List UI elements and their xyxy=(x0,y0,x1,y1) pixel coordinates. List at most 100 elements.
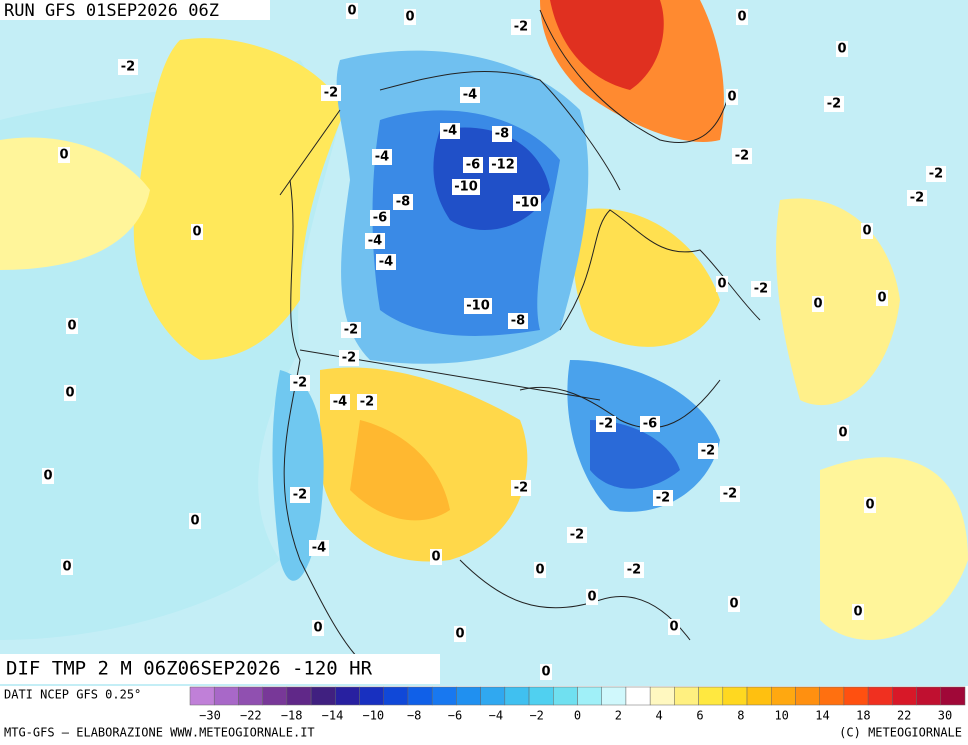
colorbar-label: −18 xyxy=(281,709,303,723)
colorbar-label: 30 xyxy=(938,709,952,723)
label-box xyxy=(736,9,748,25)
label-box xyxy=(640,416,660,432)
contour-label: 0 xyxy=(347,4,356,19)
contour-label: -2 xyxy=(929,167,943,182)
label-box xyxy=(452,179,480,195)
contour-label: -2 xyxy=(599,417,613,432)
colorbar-swatch xyxy=(431,686,457,706)
colorbar-swatch xyxy=(553,686,578,706)
label-box xyxy=(66,318,78,334)
label-box xyxy=(824,96,844,112)
contour-label: 0 xyxy=(862,224,871,239)
contour-label: -10 xyxy=(454,180,478,195)
colorbar-swatch xyxy=(771,686,796,706)
colorbar-swatch xyxy=(456,686,481,706)
label-box xyxy=(907,190,927,206)
contour-label: -8 xyxy=(396,195,410,210)
contour-label: 0 xyxy=(43,469,52,484)
label-box xyxy=(837,425,849,441)
contour-label: -2 xyxy=(514,20,528,35)
contour-label: 0 xyxy=(813,297,822,312)
contour-label: 0 xyxy=(535,563,544,578)
contour-label: 0 xyxy=(455,627,464,642)
contour-label: 0 xyxy=(837,42,846,57)
contour-label: 0 xyxy=(669,620,678,635)
label-box xyxy=(720,486,740,502)
colorbar-label: −2 xyxy=(529,709,543,723)
label-box xyxy=(460,87,480,103)
label-box xyxy=(118,59,138,75)
label-box xyxy=(290,487,310,503)
label-box xyxy=(861,223,873,239)
colorbar-label: −8 xyxy=(407,709,421,723)
label-box xyxy=(926,166,946,182)
contour-label: -10 xyxy=(466,299,490,314)
colorbar-swatch xyxy=(480,686,506,706)
colorbar-label: −30 xyxy=(199,709,221,723)
label-box xyxy=(852,604,864,620)
footer-right: (C) METEOGIORNALE xyxy=(839,726,962,740)
colorbar-swatch xyxy=(867,686,893,706)
label-box xyxy=(42,468,54,484)
label-box xyxy=(357,394,377,410)
contour-label: -4 xyxy=(443,124,457,139)
label-box xyxy=(341,322,361,338)
label-box xyxy=(653,490,673,506)
contour-label: 0 xyxy=(67,319,76,334)
map-background xyxy=(0,0,968,686)
colorbar-swatch xyxy=(674,686,699,706)
colorbar-swatch xyxy=(649,686,675,706)
label-box xyxy=(513,195,541,211)
contour-label: 0 xyxy=(587,590,596,605)
contour-label: -6 xyxy=(643,417,657,432)
colorbar-swatch xyxy=(916,686,942,706)
contour-label: 0 xyxy=(865,498,874,513)
label-box xyxy=(508,313,528,329)
label-box xyxy=(372,149,392,165)
label-box xyxy=(586,589,598,605)
label-box xyxy=(596,416,616,432)
contour-label: -2 xyxy=(344,323,358,338)
colorbar: −30 −22 −18 −14 −10 −8 −6 −4 −2 0 2 4 6 8 10 14 18 22 30 xyxy=(189,686,966,723)
label-box xyxy=(812,296,824,312)
colorbar-label: 2 xyxy=(615,709,622,723)
colorbar-swatch xyxy=(407,686,433,706)
contour-label: 0 xyxy=(877,291,886,306)
map-caption: DIF TMP 2 M 06Z06SEP2026 -120 HR xyxy=(6,658,373,680)
data-source: DATI NCEP GFS 0.25° xyxy=(4,688,141,702)
colorbar-swatch xyxy=(843,686,869,706)
coastlines xyxy=(279,9,761,661)
contour-label: -4 xyxy=(379,255,393,270)
contour-label: 0 xyxy=(737,10,746,25)
contour-label: -4 xyxy=(333,395,347,410)
contour-label: 0 xyxy=(65,386,74,401)
contour-label: 0 xyxy=(838,426,847,441)
label-box xyxy=(511,480,531,496)
contour-label: -8 xyxy=(495,127,509,142)
colorbar-swatch xyxy=(795,686,820,706)
contour-label: -2 xyxy=(627,563,641,578)
colorbar-swatch xyxy=(310,686,336,706)
colorbar-swatch xyxy=(504,686,530,706)
contour-label: -8 xyxy=(511,314,525,329)
contour-label: -6 xyxy=(373,211,387,226)
colorbar-label: 8 xyxy=(737,709,744,723)
label-box xyxy=(321,85,341,101)
label-box xyxy=(404,9,416,25)
label-box xyxy=(698,443,718,459)
contour-label: -6 xyxy=(466,158,480,173)
colorbar-label: −6 xyxy=(448,709,462,723)
label-box xyxy=(365,233,385,249)
colorbar-swatch xyxy=(625,686,651,706)
label-box xyxy=(716,276,728,292)
colorbar-label: −14 xyxy=(322,709,344,723)
colorbar-label: 4 xyxy=(656,709,663,723)
colorbar-swatch xyxy=(335,686,360,706)
footer-left: MTG-GFS — ELABORAZIONE WWW.METEOGIORNALE… xyxy=(4,726,315,740)
label-box xyxy=(751,281,771,297)
colorbar-swatch xyxy=(746,686,772,706)
contour-label: -10 xyxy=(515,196,539,211)
label-box xyxy=(726,89,738,105)
colorbar-swatch xyxy=(238,686,263,706)
label-box xyxy=(61,559,73,575)
